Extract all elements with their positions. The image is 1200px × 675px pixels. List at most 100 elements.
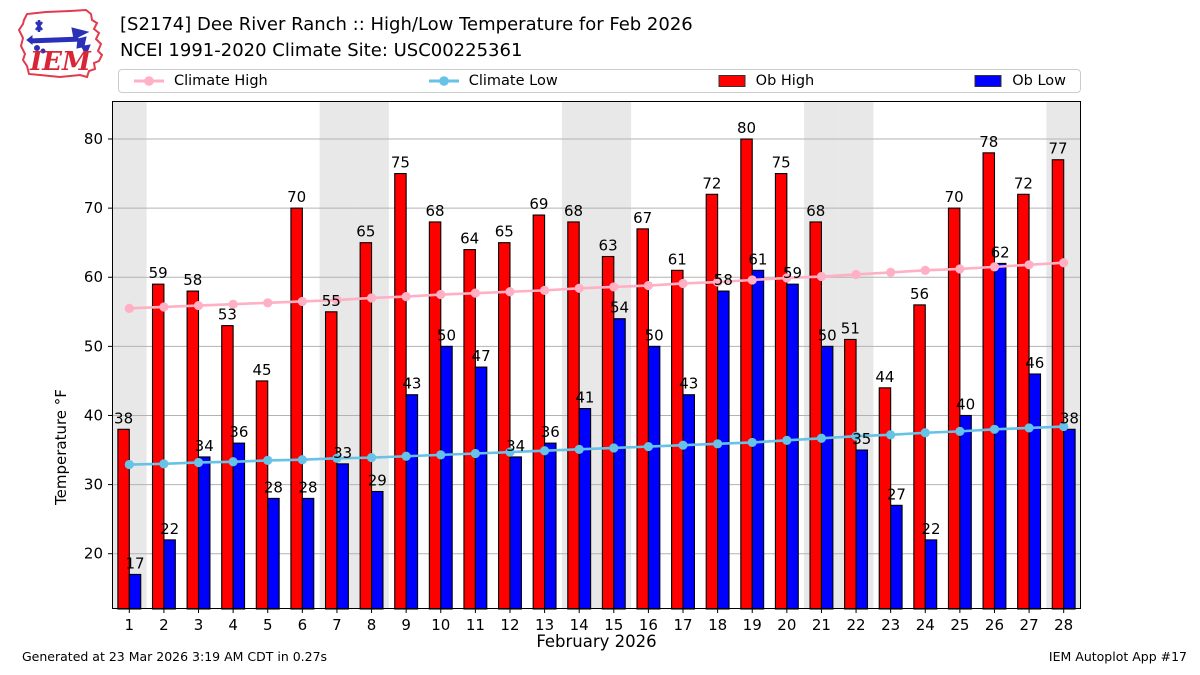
svg-text:80: 80: [737, 119, 756, 137]
svg-text:34: 34: [506, 437, 525, 455]
svg-text:65: 65: [495, 223, 514, 241]
svg-text:25: 25: [950, 616, 969, 634]
svg-text:29: 29: [368, 472, 387, 490]
logo-text: IEM: [29, 47, 92, 77]
svg-text:43: 43: [402, 375, 421, 393]
svg-text:58: 58: [183, 271, 202, 289]
svg-text:53: 53: [218, 306, 237, 324]
svg-text:47: 47: [472, 347, 491, 365]
svg-text:44: 44: [875, 368, 894, 386]
svg-text:50: 50: [818, 326, 837, 344]
svg-text:77: 77: [1048, 140, 1067, 158]
svg-text:18: 18: [708, 616, 727, 634]
svg-text:3: 3: [194, 616, 204, 634]
svg-text:36: 36: [229, 423, 248, 441]
svg-text:36: 36: [541, 423, 560, 441]
svg-text:50: 50: [645, 326, 664, 344]
svg-text:60: 60: [84, 268, 103, 286]
legend-item-ob-high: Ob High: [718, 73, 815, 89]
svg-text:23: 23: [881, 616, 900, 634]
legend-label: Ob High: [755, 73, 815, 89]
svg-text:61: 61: [748, 250, 767, 268]
svg-text:75: 75: [391, 154, 410, 172]
svg-text:27: 27: [1020, 616, 1039, 634]
svg-text:2: 2: [159, 616, 169, 634]
svg-text:50: 50: [84, 337, 103, 355]
svg-text:69: 69: [529, 195, 548, 213]
legend-label: Climate Low: [468, 73, 558, 89]
svg-text:20: 20: [84, 545, 103, 563]
svg-text:40: 40: [84, 406, 103, 424]
svg-text:72: 72: [702, 174, 721, 192]
svg-text:26: 26: [985, 616, 1004, 634]
svg-text:43: 43: [679, 375, 698, 393]
legend-item-climate-low: Climate Low: [428, 73, 558, 89]
svg-text:68: 68: [426, 202, 445, 220]
svg-text:35: 35: [852, 430, 871, 448]
svg-text:61: 61: [668, 250, 687, 268]
svg-text:38: 38: [1060, 409, 1079, 427]
svg-text:21: 21: [812, 616, 831, 634]
svg-text:4: 4: [228, 616, 238, 634]
svg-text:12: 12: [500, 616, 519, 634]
svg-text:20: 20: [777, 616, 796, 634]
svg-text:56: 56: [910, 285, 929, 303]
svg-text:24: 24: [916, 616, 935, 634]
chart-title-block: [S2174] Dee River Ranch :: High/Low Temp…: [120, 12, 693, 64]
svg-text:17: 17: [673, 616, 692, 634]
svg-text:28: 28: [299, 478, 318, 496]
svg-text:70: 70: [84, 199, 103, 217]
svg-text:33: 33: [333, 444, 352, 462]
legend-item-climate-high: Climate High: [133, 73, 268, 89]
chart-legend: Climate High Climate Low Ob High Ob Low: [118, 69, 1081, 93]
svg-text:22: 22: [921, 520, 940, 538]
y-axis-label: Temperature °F: [52, 389, 70, 505]
climate-low-line-icon: [428, 74, 460, 88]
app-credit: IEM Autoplot App #17: [1048, 649, 1187, 664]
svg-text:1: 1: [125, 616, 135, 634]
svg-text:50: 50: [437, 326, 456, 344]
svg-text:5: 5: [263, 616, 273, 634]
svg-text:40: 40: [956, 395, 975, 413]
svg-text:28: 28: [264, 478, 283, 496]
svg-text:11: 11: [466, 616, 485, 634]
x-axis-label: February 2026: [536, 632, 657, 651]
chart-title: [S2174] Dee River Ranch :: High/Low Temp…: [120, 14, 693, 35]
svg-text:7: 7: [332, 616, 342, 634]
svg-text:70: 70: [287, 188, 306, 206]
svg-text:78: 78: [979, 133, 998, 151]
svg-text:65: 65: [356, 223, 375, 241]
svg-text:10: 10: [431, 616, 450, 634]
svg-text:55: 55: [322, 292, 341, 310]
svg-text:6: 6: [298, 616, 308, 634]
svg-text:70: 70: [945, 188, 964, 206]
svg-text:28: 28: [1054, 616, 1073, 634]
svg-text:15: 15: [604, 616, 623, 634]
svg-text:75: 75: [772, 154, 791, 172]
svg-text:64: 64: [460, 230, 479, 248]
ob-low-patch-icon: [974, 74, 1003, 88]
climate-high-line-icon: [133, 74, 165, 88]
svg-text:27: 27: [887, 485, 906, 503]
legend-label: Ob Low: [1012, 73, 1066, 89]
svg-text:54: 54: [610, 299, 629, 317]
svg-text:34: 34: [195, 437, 214, 455]
generated-timestamp: Generated at 23 Mar 2026 3:19 AM CDT in …: [22, 649, 328, 664]
svg-text:68: 68: [564, 202, 583, 220]
weathervane-icon: [26, 20, 91, 57]
svg-text:14: 14: [570, 616, 589, 634]
svg-text:22: 22: [160, 520, 179, 538]
svg-text:45: 45: [252, 361, 271, 379]
svg-text:22: 22: [847, 616, 866, 634]
svg-text:63: 63: [599, 237, 618, 255]
svg-text:17: 17: [125, 554, 144, 572]
svg-text:59: 59: [149, 264, 168, 282]
svg-text:9: 9: [401, 616, 411, 634]
svg-text:58: 58: [714, 271, 733, 289]
svg-text:19: 19: [743, 616, 762, 634]
svg-text:67: 67: [633, 209, 652, 227]
svg-text:16: 16: [639, 616, 658, 634]
svg-text:62: 62: [991, 243, 1010, 261]
svg-text:38: 38: [114, 409, 133, 427]
